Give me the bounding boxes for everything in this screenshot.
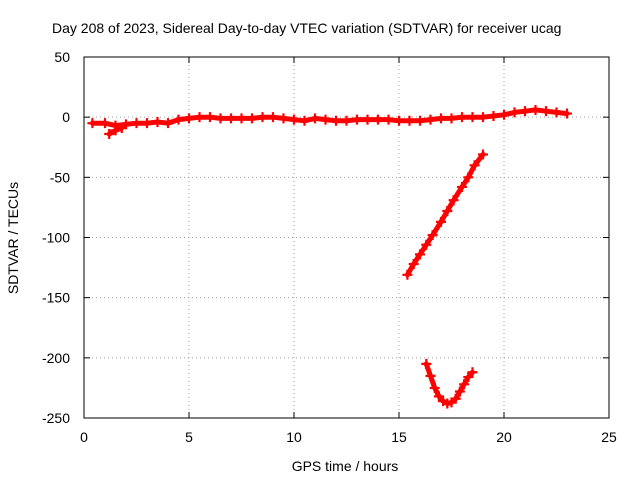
data-point — [331, 115, 341, 126]
y-axis-label: SDTVAR / TECUs — [5, 182, 21, 294]
data-point — [341, 115, 352, 126]
data-point — [436, 216, 446, 227]
data-point — [194, 112, 205, 123]
data-point — [163, 118, 173, 129]
data-point — [184, 113, 194, 124]
data-point — [289, 114, 299, 125]
series-dip-start — [104, 122, 127, 140]
data-point — [104, 129, 115, 140]
data-point — [442, 206, 453, 217]
data-point — [373, 114, 383, 125]
y-tick-label: -200 — [42, 350, 70, 366]
data-point — [425, 370, 436, 381]
y-tick-label: -250 — [42, 410, 70, 426]
y-tick-label: 50 — [54, 49, 70, 65]
data-point — [383, 114, 394, 125]
series-rising — [402, 149, 488, 280]
data-point — [408, 258, 419, 269]
data-point — [415, 249, 425, 260]
data-point — [457, 181, 467, 192]
data-point — [530, 104, 541, 115]
data-point — [459, 379, 470, 390]
data-point — [541, 106, 551, 117]
data-point — [226, 113, 236, 124]
data-point — [478, 112, 488, 123]
data-point — [562, 108, 572, 119]
x-tick-label: 25 — [601, 429, 617, 445]
data-point — [448, 195, 459, 206]
data-point — [427, 230, 438, 241]
data-point — [509, 107, 520, 118]
x-tick-label: 5 — [185, 429, 193, 445]
data-point — [268, 112, 278, 123]
axis-ticks: 0 5 10 15 20 25 -250 -200 -150 -100 -50 0 50 — [42, 49, 617, 445]
data-point — [310, 113, 320, 124]
data-point — [425, 114, 436, 125]
data-point — [215, 113, 226, 124]
series-trough — [421, 358, 478, 409]
data-point — [457, 112, 467, 123]
y-tick-label: 0 — [62, 109, 70, 125]
data-point — [299, 115, 310, 126]
data-point — [404, 115, 415, 126]
data-point — [362, 114, 373, 125]
data-point — [421, 239, 432, 250]
data-point — [415, 115, 425, 126]
data-point — [499, 109, 509, 120]
chart-title: Day 208 of 2023, Sidereal Day-to-day VTE… — [52, 20, 561, 36]
data-point — [320, 114, 331, 125]
x-tick-label: 20 — [496, 429, 512, 445]
data-point — [116, 122, 127, 133]
x-tick-label: 15 — [391, 429, 407, 445]
data-point — [421, 358, 432, 369]
data-point — [463, 172, 474, 183]
data-point — [467, 112, 478, 123]
data-point — [454, 386, 465, 397]
data-point — [247, 113, 257, 124]
data-point — [394, 115, 404, 126]
data-point — [278, 113, 289, 124]
x-tick-label: 10 — [286, 429, 302, 445]
data-point — [467, 367, 478, 378]
data-point — [152, 116, 163, 127]
x-axis-label: GPS time / hours — [292, 458, 399, 474]
data-point — [352, 114, 362, 125]
y-tick-label: -50 — [50, 169, 70, 185]
data-point — [100, 118, 110, 129]
data-point — [488, 110, 499, 121]
data-point — [436, 113, 446, 124]
data-point — [110, 125, 121, 136]
data-series — [87, 104, 572, 409]
data-point — [478, 149, 488, 160]
data-point — [446, 113, 457, 124]
y-tick-label: -100 — [42, 230, 70, 246]
data-point — [205, 112, 215, 123]
data-point — [131, 118, 142, 129]
y-tick-label: -150 — [42, 290, 70, 306]
data-point — [429, 382, 440, 393]
data-point — [142, 118, 152, 129]
data-point — [257, 112, 268, 123]
data-point — [520, 106, 530, 117]
data-point — [551, 107, 562, 118]
data-point — [450, 393, 461, 404]
series-line — [89, 107, 570, 129]
x-tick-label: 0 — [80, 429, 88, 445]
data-point — [469, 160, 480, 171]
data-point — [173, 114, 184, 125]
series-baseline — [87, 104, 572, 131]
data-point — [236, 113, 247, 124]
data-point — [87, 118, 98, 129]
data-point — [402, 269, 413, 280]
